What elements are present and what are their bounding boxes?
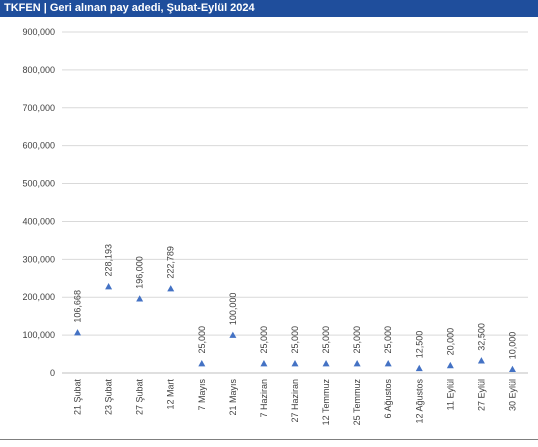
y-tick-label: 900,000 (22, 27, 55, 37)
data-label: 196,000 (135, 256, 145, 289)
y-tick-label: 300,000 (22, 254, 55, 264)
data-label: 106,668 (73, 290, 83, 323)
data-label: 20,000 (445, 328, 455, 356)
x-tick-label: 30 Eylül (507, 379, 517, 411)
x-tick-label: 7 Haziran (259, 379, 269, 418)
data-point (322, 360, 330, 367)
y-axis-ticks: 0 100,000 200,000 300,000 400,000 500,000 600,… (22, 27, 55, 378)
y-tick-label: 200,000 (22, 292, 55, 302)
y-tick-label: 700,000 (22, 103, 55, 113)
data-point (229, 331, 237, 338)
x-tick-label: 27 Şubat (135, 379, 145, 416)
data-label: 25,000 (321, 326, 331, 354)
x-tick-label: 12 Ağustos (414, 379, 424, 424)
data-point (198, 360, 206, 367)
data-point (384, 360, 392, 367)
data-point (136, 295, 144, 302)
data-label: 100,000 (228, 293, 238, 326)
data-label: 25,000 (352, 326, 362, 354)
data-label: 32,500 (476, 323, 486, 351)
data-label: 25,000 (259, 326, 269, 354)
data-point (353, 360, 361, 367)
data-label: 10,000 (507, 332, 517, 360)
data-point (260, 360, 268, 367)
x-tick-label: 21 Mayıs (228, 379, 238, 416)
x-tick-label: 27 Haziran (290, 379, 300, 423)
x-tick-label: 12 Mart (166, 379, 176, 410)
data-point (508, 365, 516, 373)
x-tick-label: 23 Şubat (104, 379, 114, 416)
x-tick-label: 11 Eylül (445, 379, 455, 410)
chart-title: TKFEN | Geri alınan pay adedi, Şubat-Eyl… (0, 0, 538, 17)
data-labels: 106,668 228,193 196,000 222,789 25,000 100,00… (73, 244, 518, 359)
y-tick-label: 600,000 (22, 141, 55, 151)
x-tick-label: 27 Eylül (476, 379, 486, 411)
data-point (74, 329, 82, 336)
data-label: 25,000 (290, 326, 300, 354)
x-tick-label: 12 Temmuz (321, 379, 331, 426)
data-label: 25,000 (197, 326, 207, 354)
x-tick-label: 21 Şubat (73, 379, 83, 416)
data-point (477, 357, 485, 364)
gridlines (62, 31, 528, 374)
data-point (167, 285, 175, 292)
x-tick-label: 6 Ağustos (383, 379, 393, 419)
bottom-rule (0, 439, 538, 440)
data-point (446, 361, 454, 369)
data-points (74, 283, 516, 373)
data-label: 12,500 (414, 331, 424, 359)
data-label: 25,000 (383, 326, 393, 354)
y-tick-label: 100,000 (22, 330, 55, 340)
x-tick-label: 7 Mayıs (197, 379, 207, 411)
data-point (291, 360, 299, 367)
data-point (415, 364, 423, 372)
data-label: 228,193 (104, 244, 114, 277)
data-label: 222,789 (166, 246, 176, 279)
x-tick-label: 25 Temmuz (352, 379, 362, 426)
data-point (105, 283, 113, 290)
y-tick-label: 800,000 (22, 65, 55, 75)
y-tick-label: 400,000 (22, 216, 55, 226)
x-axis-ticks: 21 Şubat 23 Şubat 27 Şubat 12 Mart 7 Mayıs 21… (73, 379, 518, 426)
y-tick-label: 500,000 (22, 179, 55, 189)
y-tick-label: 0 (50, 368, 55, 378)
